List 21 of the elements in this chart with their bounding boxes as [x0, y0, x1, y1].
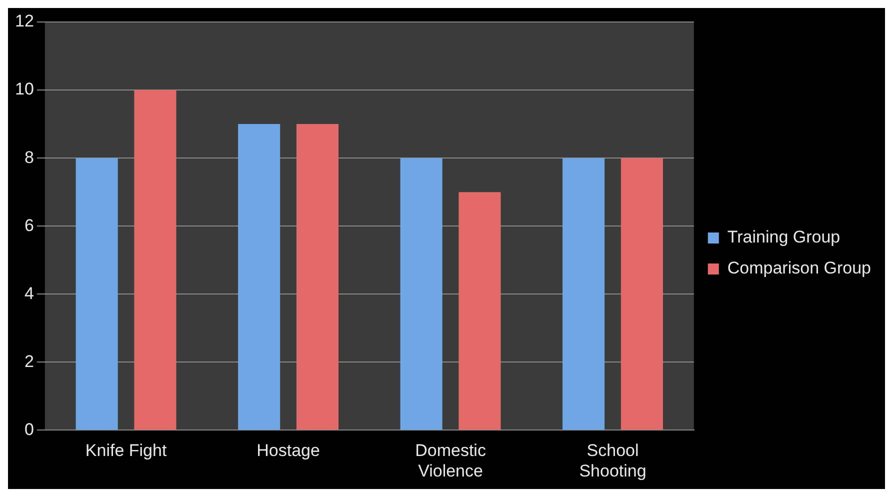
x-tick-label: School Shooting [579, 441, 646, 480]
y-tick-label: 0 [24, 420, 34, 439]
legend-label: Training Group [727, 228, 840, 247]
bar [458, 192, 501, 430]
y-tick-label: 4 [24, 284, 34, 303]
y-tick-label: 8 [24, 148, 34, 167]
y-tick-label: 2 [24, 352, 34, 371]
x-tick-label: Knife Fight [85, 441, 167, 460]
x-tick-label: Hostage [256, 441, 320, 460]
bar [76, 158, 118, 430]
y-tick-label: 10 [14, 80, 34, 99]
x-tick-label: Domestic Violence [415, 441, 486, 480]
bar [400, 158, 442, 430]
bar [134, 90, 176, 430]
bar [562, 158, 605, 430]
bar [620, 158, 663, 430]
bar [238, 124, 280, 430]
bar [296, 124, 339, 430]
legend-label: Comparison Group [727, 258, 872, 278]
y-tick-label: 12 [14, 12, 34, 31]
y-tick-label: 6 [24, 216, 34, 235]
